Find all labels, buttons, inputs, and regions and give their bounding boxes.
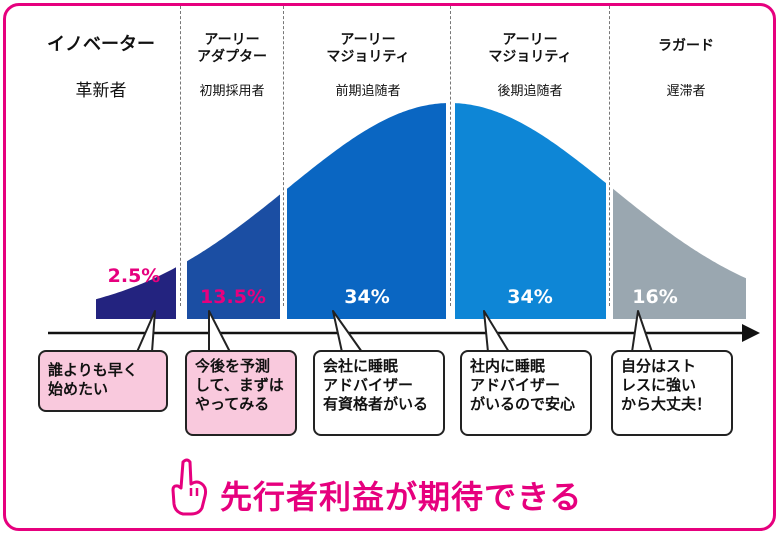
divider-2 (283, 6, 284, 306)
bubble-line: アドバイザー (323, 376, 414, 394)
bubble-line: から大丈夫！ (621, 395, 712, 413)
diffusion-figure: イノベーター 革新者 アーリー アダプター 初期採用者 アーリー マジョリティ … (3, 3, 776, 531)
divider-1 (180, 6, 181, 306)
segment-head-early-adopters: アーリー アダプター (182, 32, 282, 66)
segment-head-laggards: ラガード (611, 38, 761, 55)
segment-head-line: マジョリティ (488, 49, 572, 65)
pointer-3 (332, 310, 363, 353)
segment-head-early-majority: アーリー マジョリティ (286, 32, 450, 66)
bubble-line: レスに強い (621, 376, 697, 394)
segment-head-line: ラガード (658, 38, 714, 54)
segment-head-line: イノベーター (47, 34, 155, 55)
bubble-line: 会社に睡眠 (323, 357, 399, 375)
segment-head-line: アーリー (340, 32, 396, 48)
value-label-1: 2.5% (108, 265, 161, 287)
bubble-line: がいるので安心 (470, 395, 576, 413)
segment-head-line: アーリー (502, 32, 558, 48)
segment-sub-label: 初期採用者 (199, 84, 265, 99)
divider-3 (450, 6, 451, 306)
value-label-5: 16% (632, 286, 677, 308)
bubble-line: して、まずは (195, 376, 284, 394)
divider-4 (609, 6, 610, 306)
bubble-late-majority: 社内に睡眠 アドバイザー がいるので安心 (460, 350, 592, 436)
value-label-3: 34% (344, 286, 389, 308)
segment-sub-early-adopters: 初期採用者 (182, 80, 282, 99)
bubble-early-adopters: 今後を予測 して、まずは やってみる (185, 350, 297, 436)
segment-area-2 (187, 194, 280, 319)
bubble-line: 自分はスト (621, 357, 697, 375)
segment-area-3 (287, 103, 446, 319)
bubble-line: アドバイザー (470, 376, 561, 394)
pointer-4 (483, 310, 510, 353)
pointer-1 (136, 310, 156, 353)
segment-head-line: アダプター (197, 49, 267, 65)
segment-head-line: マジョリティ (326, 49, 410, 65)
segment-sub-early-majority: 前期追随者 (286, 80, 450, 99)
value-label-4: 34% (507, 286, 552, 308)
x-axis-arrowhead (742, 324, 760, 342)
segment-sub-label: 前期追随者 (335, 84, 401, 99)
tagline: 先行者利益が期待できる (220, 478, 583, 516)
segment-sub-label: 革新者 (75, 81, 127, 101)
segment-head-innovators: イノベーター (26, 34, 176, 55)
segment-sub-label: 遅滞者 (666, 84, 706, 99)
pointer-5 (631, 310, 653, 353)
bubble-line: 始めたい (48, 380, 109, 398)
bell-curve-chart: 2.5% 13.5% 34% 34% 16% (48, 103, 760, 353)
bubble-innovators: 誰よりも早く 始めたい (38, 350, 168, 412)
bubble-line: やってみる (195, 395, 270, 413)
segment-sub-late-majority: 後期追随者 (452, 80, 608, 99)
segment-sub-innovators: 革新者 (26, 76, 176, 101)
segment-head-line: アーリー (204, 32, 260, 48)
pointing-hand-icon (171, 458, 208, 516)
segment-area-5 (613, 188, 746, 319)
bubble-line: 今後を予測 (195, 357, 271, 375)
segment-sub-label: 後期追随者 (497, 84, 563, 99)
value-label-2: 13.5% (200, 286, 266, 308)
bubble-line: 誰よりも早く (48, 361, 138, 379)
segment-head-late-majority: アーリー マジョリティ (452, 32, 608, 66)
segment-sub-laggards: 遅滞者 (611, 80, 761, 99)
pointer-2 (208, 310, 231, 353)
bubble-laggards: 自分はスト レスに強い から大丈夫！ (611, 350, 733, 436)
segment-area-4 (455, 103, 606, 319)
bubble-early-majority: 会社に睡眠 アドバイザー 有資格者がいる (313, 350, 445, 436)
bubble-line: 有資格者がいる (323, 395, 429, 413)
segment-area-1 (96, 267, 176, 319)
bubble-line: 社内に睡眠 (470, 357, 546, 375)
